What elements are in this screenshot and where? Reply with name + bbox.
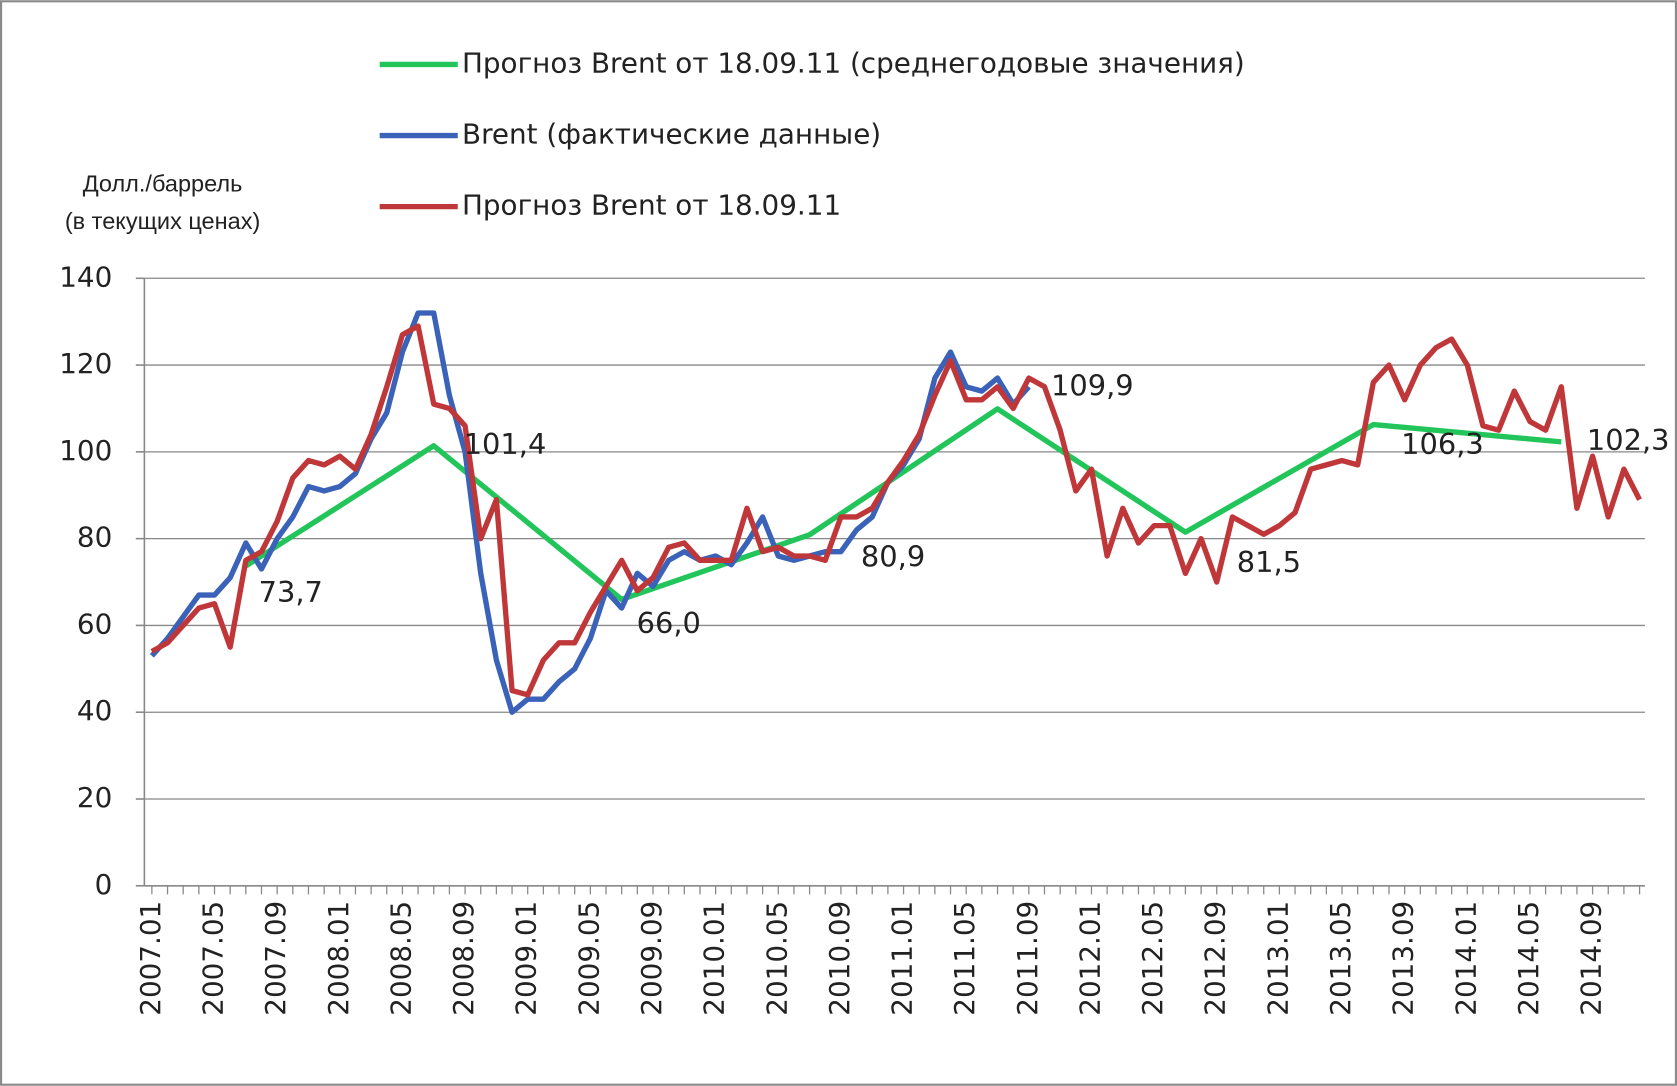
y-axis-label: (в текущих ценах) [65, 208, 260, 234]
y-tick-label: 20 [77, 781, 112, 814]
y-tick-label: 40 [77, 694, 112, 727]
x-tick-label: 2008.09 [447, 901, 480, 1016]
y-tick-label: 140 [59, 260, 112, 293]
y-axis-label: Долл./баррель [83, 170, 243, 196]
x-tick-label: 2008.05 [384, 901, 417, 1016]
data-label: 102,3 [1587, 423, 1670, 457]
x-tick-label: 2013.05 [1324, 901, 1357, 1016]
x-tick-label: 2010.05 [760, 901, 793, 1016]
x-tick-label: 2014.09 [1575, 901, 1608, 1016]
legend-label: Прогноз Brent от 18.09.11 [462, 189, 841, 222]
x-tick-label: 2007.05 [197, 901, 230, 1016]
legend-label: Brent (фактические данные) [462, 118, 881, 151]
data-label: 109,9 [1051, 369, 1134, 403]
data-label: 101,4 [464, 427, 547, 461]
x-tick-label: 2014.01 [1449, 901, 1482, 1016]
x-tick-label: 2012.09 [1199, 901, 1232, 1016]
x-tick-label: 2013.01 [1261, 901, 1294, 1016]
y-tick-label: 80 [77, 521, 112, 554]
y-tick-label: 100 [59, 434, 112, 467]
x-tick-label: 2009.05 [572, 901, 605, 1016]
series-line [150, 323, 1642, 698]
data-label: 81,5 [1237, 545, 1301, 579]
data-label: 80,9 [861, 539, 925, 573]
data-label: 106,3 [1401, 427, 1484, 461]
data-label: 73,7 [259, 575, 323, 609]
x-tick-label: 2010.01 [698, 901, 731, 1016]
x-tick-label: 2008.01 [322, 901, 355, 1016]
x-tick-label: 2007.01 [134, 901, 167, 1016]
y-tick-label: 60 [77, 607, 112, 640]
x-tick-label: 2011.05 [948, 901, 981, 1016]
x-tick-label: 2010.09 [823, 901, 856, 1016]
y-tick-label: 0 [95, 868, 113, 901]
y-tick-label: 120 [59, 347, 112, 380]
x-tick-label: 2012.01 [1073, 901, 1106, 1016]
x-tick-label: 2011.01 [886, 901, 919, 1016]
x-tick-label: 2007.09 [259, 901, 292, 1016]
x-tick-label: 2009.01 [510, 901, 543, 1016]
x-tick-label: 2011.09 [1011, 901, 1044, 1016]
x-tick-label: 2014.05 [1512, 901, 1545, 1016]
x-tick-label: 2012.05 [1136, 901, 1169, 1016]
legend-label: Прогноз Brent от 18.09.11 (среднегодовые… [462, 46, 1245, 79]
x-tick-label: 2009.09 [635, 901, 668, 1016]
x-tick-label: 2013.09 [1387, 901, 1420, 1016]
data-label: 66,0 [637, 606, 701, 640]
